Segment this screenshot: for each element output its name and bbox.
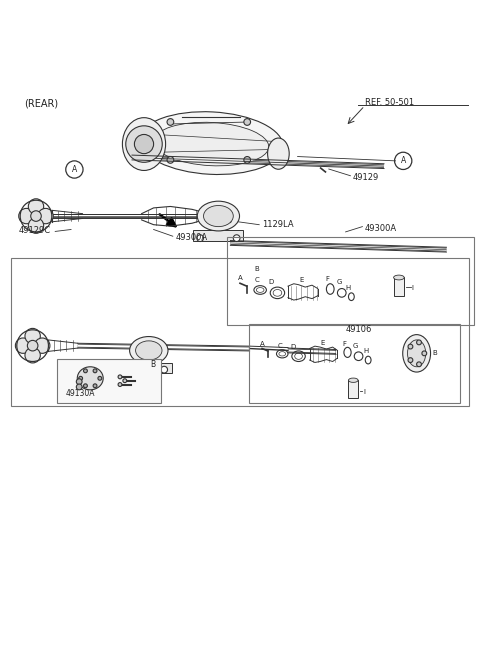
Text: A: A: [72, 165, 77, 174]
Text: B: B: [432, 350, 437, 356]
Text: 49129: 49129: [353, 173, 379, 182]
Text: F: F: [343, 340, 347, 347]
Circle shape: [417, 340, 421, 345]
Circle shape: [167, 118, 174, 126]
Text: G: G: [353, 342, 359, 349]
Text: (REAR): (REAR): [24, 99, 58, 109]
Circle shape: [118, 383, 122, 387]
Text: H: H: [363, 348, 368, 354]
Ellipse shape: [408, 340, 426, 367]
Circle shape: [76, 379, 82, 385]
Circle shape: [93, 384, 97, 388]
Text: E: E: [299, 277, 304, 283]
Text: REF. 50-501: REF. 50-501: [365, 98, 414, 107]
Text: D: D: [290, 344, 295, 350]
Ellipse shape: [77, 367, 103, 390]
Text: A: A: [401, 156, 406, 165]
Bar: [11, 258, 469, 406]
Ellipse shape: [394, 275, 404, 280]
Circle shape: [31, 211, 41, 221]
Bar: [227, 237, 474, 325]
Circle shape: [408, 344, 413, 349]
Bar: [394, 277, 404, 296]
Circle shape: [27, 340, 38, 351]
Ellipse shape: [122, 118, 166, 171]
Circle shape: [161, 367, 168, 373]
Text: B: B: [150, 361, 155, 369]
Circle shape: [118, 375, 122, 379]
Text: C: C: [277, 342, 282, 349]
Circle shape: [167, 156, 174, 163]
Circle shape: [126, 126, 162, 162]
Circle shape: [76, 384, 82, 390]
Circle shape: [408, 357, 413, 363]
Ellipse shape: [197, 201, 240, 231]
Circle shape: [417, 362, 421, 367]
Circle shape: [244, 118, 251, 126]
Text: H: H: [346, 285, 351, 291]
Circle shape: [84, 384, 87, 388]
Circle shape: [28, 218, 44, 233]
Text: 49130A: 49130A: [66, 389, 96, 398]
Ellipse shape: [267, 138, 289, 169]
Text: I: I: [412, 285, 414, 291]
Circle shape: [244, 156, 251, 163]
Circle shape: [25, 348, 40, 363]
Circle shape: [79, 376, 83, 380]
Bar: [193, 230, 243, 241]
Ellipse shape: [130, 337, 168, 365]
Circle shape: [84, 369, 87, 373]
Circle shape: [15, 338, 31, 353]
Circle shape: [38, 208, 53, 224]
Bar: [348, 380, 358, 398]
Bar: [249, 324, 460, 403]
Circle shape: [197, 235, 204, 242]
Text: E: E: [320, 340, 325, 346]
Ellipse shape: [154, 122, 269, 166]
Circle shape: [123, 379, 127, 383]
Text: A: A: [238, 275, 242, 281]
Circle shape: [98, 376, 102, 380]
Ellipse shape: [139, 112, 283, 174]
Ellipse shape: [348, 378, 358, 382]
Circle shape: [25, 328, 40, 344]
Ellipse shape: [204, 206, 233, 227]
Text: B: B: [254, 266, 259, 272]
Text: F: F: [325, 276, 329, 282]
Bar: [126, 363, 172, 372]
Circle shape: [233, 235, 240, 242]
Text: I: I: [364, 389, 366, 395]
Text: D: D: [268, 279, 273, 285]
Text: 1129LA: 1129LA: [262, 220, 293, 229]
Circle shape: [422, 351, 427, 355]
Text: 49300A: 49300A: [365, 224, 397, 233]
Text: A: A: [260, 340, 264, 347]
Circle shape: [28, 199, 44, 214]
Text: 49300A: 49300A: [175, 233, 207, 242]
Circle shape: [134, 135, 154, 154]
Text: C: C: [254, 277, 259, 283]
Circle shape: [93, 369, 97, 373]
Circle shape: [19, 208, 34, 224]
Ellipse shape: [403, 335, 431, 372]
Circle shape: [130, 367, 137, 373]
Ellipse shape: [136, 341, 162, 360]
Text: 49129C: 49129C: [18, 226, 50, 235]
Bar: [57, 359, 161, 403]
Circle shape: [35, 338, 50, 353]
Text: G: G: [336, 279, 342, 285]
Text: 49106: 49106: [346, 325, 372, 334]
